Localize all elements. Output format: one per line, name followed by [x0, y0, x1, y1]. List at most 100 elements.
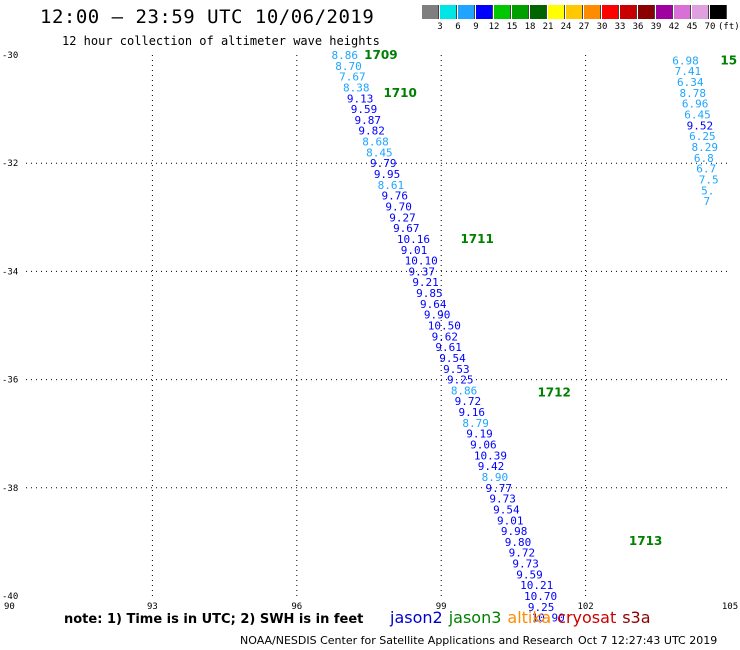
- wave-height-value: 9.19: [466, 428, 493, 441]
- wave-height-value: 9.64: [420, 298, 447, 311]
- wave-height-value: 10.50: [428, 320, 461, 333]
- wave-height-value: 9.52: [687, 119, 714, 132]
- wave-height-value: 8.29: [691, 141, 718, 154]
- wave-height-value: 9.73: [512, 558, 539, 571]
- wave-height-value: 8.70: [335, 60, 362, 73]
- pass-number-label: 1711: [460, 232, 493, 246]
- color-swatch: [620, 5, 637, 19]
- wave-height-value: 8.68: [362, 136, 389, 149]
- color-swatch: [440, 5, 457, 19]
- x-tick-label: 99: [436, 602, 447, 612]
- color-swatch: [476, 5, 493, 19]
- wave-height-value: 6.45: [684, 109, 711, 122]
- wave-height-value: 8.61: [378, 179, 405, 192]
- wave-height-value: 9.76: [382, 190, 409, 203]
- wave-height-value: 6.25: [689, 130, 716, 143]
- x-tick-label: 102: [577, 602, 593, 612]
- color-swatch: [638, 5, 655, 19]
- color-swatch: [584, 5, 601, 19]
- color-scale-label: 36: [632, 22, 644, 32]
- wave-height-value: 9.62: [432, 330, 459, 343]
- color-swatch: [602, 5, 619, 19]
- color-swatch: [656, 5, 673, 19]
- wave-height-value: 8.45: [366, 146, 393, 159]
- wave-height-value: 6.98: [672, 54, 699, 67]
- wave-height-value: 9.72: [455, 395, 482, 408]
- pass-number-label: 1710: [383, 86, 416, 100]
- wave-height-value: 9.21: [412, 276, 439, 289]
- wave-height-value: 9.59: [351, 103, 378, 116]
- wave-height-value: 9.25: [447, 374, 474, 387]
- wave-height-value: 7: [704, 195, 711, 208]
- pass-number-label: 1712: [537, 386, 570, 400]
- y-tick-label: -40: [2, 592, 18, 602]
- wave-height-value: 8.38: [343, 81, 370, 94]
- wave-height-value: 9.85: [416, 287, 443, 300]
- color-swatch: [566, 5, 583, 19]
- color-scale-label: 21: [542, 22, 554, 32]
- color-swatch: [692, 5, 709, 19]
- satellite-legend-altika: altika: [507, 608, 552, 627]
- wave-height-value: 9.67: [393, 222, 420, 235]
- color-scale-label: 45: [686, 22, 698, 32]
- x-tick-label: 96: [291, 602, 302, 612]
- color-scale-label: 6: [455, 22, 461, 32]
- wave-height-value: 9.54: [493, 503, 520, 516]
- color-swatch: [530, 5, 547, 19]
- color-scale-label: 24: [560, 22, 572, 32]
- credit-line: NOAA/NESDIS Center for Satellite Applica…: [240, 634, 574, 647]
- wave-height-value: 6.96: [682, 98, 709, 111]
- footer-note: note: 1) Time is in UTC; 2) SWH is in fe…: [64, 612, 364, 627]
- wave-height-value: 10.10: [405, 255, 438, 268]
- wave-height-value: 7.41: [675, 65, 702, 78]
- wave-height-value: 9.01: [497, 514, 524, 527]
- wave-height-value: 7.5: [699, 173, 719, 186]
- wave-height-value: 9.16: [459, 406, 486, 419]
- color-swatch: [512, 5, 529, 19]
- wave-height-value: 9.37: [408, 265, 435, 278]
- wave-height-value: 9.53: [443, 363, 470, 376]
- wave-height-value: 9.25: [528, 601, 555, 614]
- color-scale-label: 70: [704, 22, 716, 32]
- pass-number-label: 15: [720, 53, 737, 67]
- wave-height-value: 10.16: [397, 233, 430, 246]
- x-tick-label: 93: [147, 602, 158, 612]
- y-tick-label: -36: [2, 376, 18, 386]
- color-swatch: [494, 5, 511, 19]
- wave-height-value: 9.90: [424, 309, 451, 322]
- wave-height-value: 10.90: [532, 612, 565, 625]
- map-title: 12:00 – 23:59 UTC 10/06/2019: [40, 6, 375, 28]
- satellite-legend-jason3: jason3: [448, 608, 502, 627]
- wave-height-value: 7.67: [339, 71, 366, 84]
- wave-height-value: 9.98: [501, 525, 528, 538]
- color-scale-label: 30: [596, 22, 608, 32]
- color-scale-label: 33: [614, 22, 626, 32]
- wave-height-value: 8.90: [482, 471, 509, 484]
- color-swatch: [458, 5, 475, 19]
- wave-height-value: 9.82: [358, 125, 385, 138]
- color-swatch: [422, 5, 439, 19]
- wave-height-value: 10.39: [474, 449, 507, 462]
- wave-height-value: 8.79: [462, 417, 489, 430]
- wave-height-value: 8.86: [451, 384, 478, 397]
- wave-height-points: 8.868.707.678.389.139.599.879.828.688.45…: [331, 49, 718, 625]
- wave-height-value: 9.61: [435, 341, 462, 354]
- wave-height-value: 6.34: [677, 76, 704, 89]
- wave-height-value: 9.77: [485, 482, 512, 495]
- wave-height-value: 9.70: [385, 200, 412, 213]
- color-swatch: [710, 5, 727, 19]
- color-scale-label: 18: [524, 22, 536, 32]
- wave-height-value: 6.8: [694, 152, 714, 165]
- color-scale-label: 39: [650, 22, 662, 32]
- wave-height-value: 9.80: [505, 536, 531, 549]
- color-scale-label: 9: [473, 22, 479, 32]
- y-tick-label: -38: [2, 484, 18, 494]
- wave-height-value: 8.78: [679, 87, 706, 100]
- color-scale-label: 15: [506, 22, 518, 32]
- wave-height-value: 9.42: [478, 460, 505, 473]
- pass-number-label: 1713: [629, 534, 662, 548]
- wave-height-value: 10.21: [520, 579, 553, 592]
- wave-height-value: 8.86: [331, 49, 358, 62]
- wave-height-value: 9.95: [374, 168, 401, 181]
